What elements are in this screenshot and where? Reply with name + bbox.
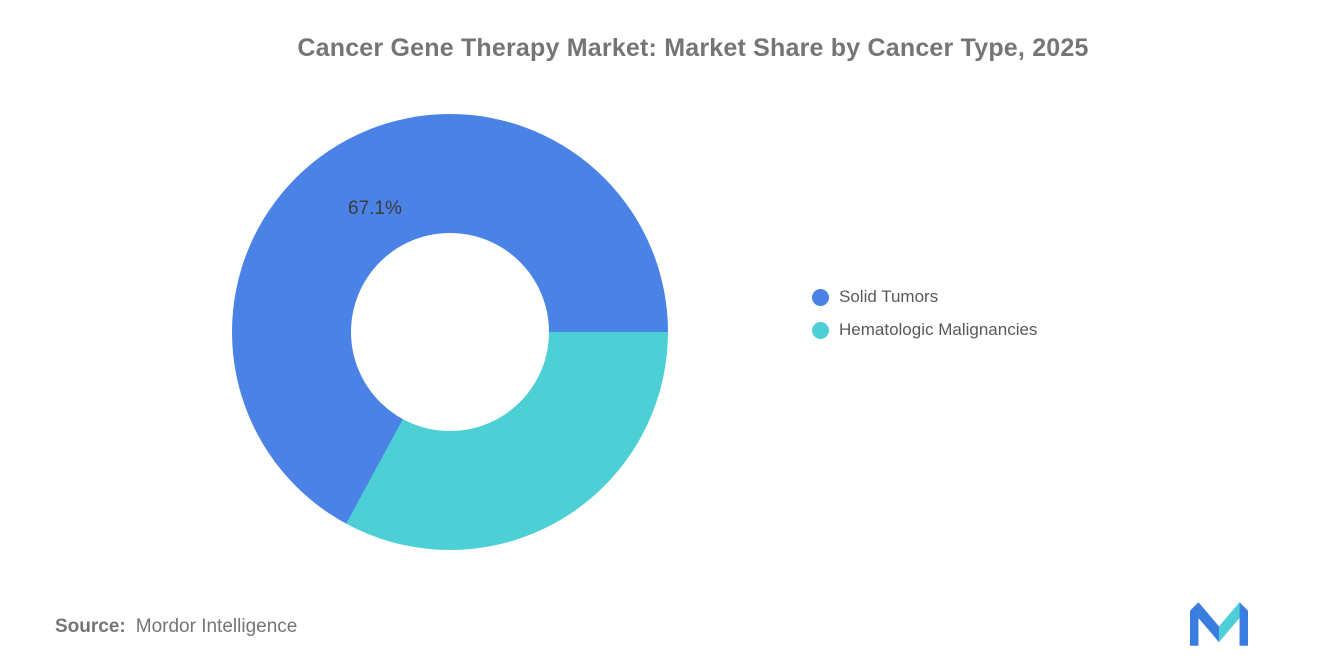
- chart-title-text: Cancer Gene Therapy Market: Market Share…: [297, 34, 1089, 62]
- legend: Solid Tumors Hematologic Malignancies: [812, 287, 1037, 340]
- source-text: Mordor Intelligence: [135, 616, 298, 637]
- legend-marker-hematologic-malignancies: [812, 321, 829, 339]
- data-label-solid-tumors: 67.1%: [348, 198, 402, 219]
- legend-item-solid-tumors: Solid Tumors: [812, 287, 1037, 307]
- legend-label-solid-tumors: Solid Tumors: [839, 287, 939, 306]
- source-label: Source:: [55, 616, 126, 637]
- mordor-logo-icon: [1190, 602, 1248, 646]
- legend-marker-solid-tumors: [812, 288, 829, 306]
- legend-item-hematologic-malignancies: Hematologic Malignancies: [812, 320, 1037, 340]
- legend-label-hematologic-malignancies: Hematologic Malignancies: [839, 320, 1038, 339]
- donut-hole: [351, 233, 549, 431]
- source-line: Source: Mordor Intelligence: [55, 616, 297, 638]
- chart-title: Cancer Gene Therapy Market: Market Share…: [0, 34, 1320, 63]
- donut-chart: 67.1%: [232, 114, 668, 550]
- mordor-intelligence-logo: [1190, 598, 1248, 650]
